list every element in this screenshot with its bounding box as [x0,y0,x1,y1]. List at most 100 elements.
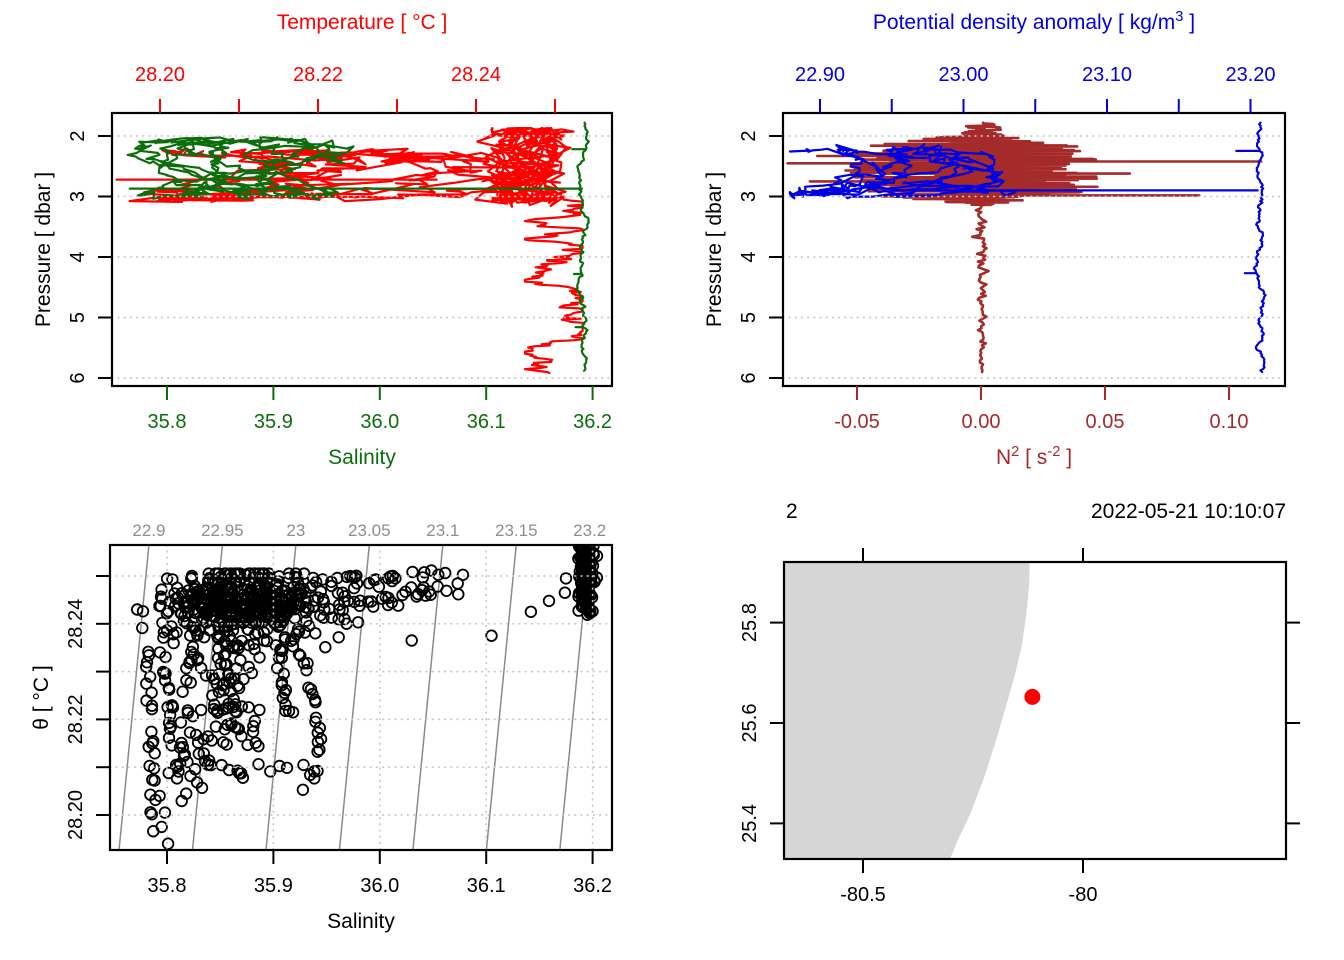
ts-point [405,634,418,647]
ts-point [586,605,599,618]
ts-point [311,726,325,739]
ts-point [205,734,218,747]
tick-label: 36.2 [573,411,612,433]
ts-point [190,776,204,789]
tick-label: 28.22 [293,64,343,86]
ts-point [341,594,355,608]
tick-label: 25.8 [739,603,761,642]
ts-point [167,628,180,641]
isopycnal-label: 23 [286,521,305,540]
ts-point [247,590,260,603]
ts-point [228,567,241,580]
ts-point [576,556,589,569]
ts-point [159,650,172,664]
ts-point [575,599,589,613]
ts-point [204,624,217,637]
ts-point [297,567,311,580]
isopycnal-labels: 22.9 22.95 23 23.05 23.1 23.15 23.2 [132,521,606,540]
ts-point [300,664,313,677]
ts-point [183,629,197,642]
ts-point [325,611,339,624]
ts-point [142,645,155,659]
ts-point [274,618,287,632]
ts-point [146,734,160,748]
ts-point [440,584,453,598]
ts-point [456,568,470,582]
axis-left-profile-temp-salinity: 2 3 4 5 6 Pressure [ dbar ] [32,130,112,384]
ts-point [273,759,286,773]
n2-trace-segment [970,201,990,374]
ts-point [338,612,351,626]
ts-point [180,617,193,630]
ts-point [154,590,168,603]
ts-point [176,685,189,698]
ts-point [524,605,538,619]
ts-point [282,588,296,601]
isopycnal-label: 23.05 [348,521,391,540]
timestamp-label: 2022-05-21 10:10:07 [1091,500,1286,523]
isopycnal-line [338,545,371,850]
ts-point [224,685,237,698]
tick-label: 25.4 [739,804,761,843]
ts-point [579,579,593,592]
ts-point [311,745,324,759]
ts-point [231,722,244,735]
tick-label: 4 [738,251,760,262]
ts-point [280,761,294,775]
axis-title: Temperature [ °C ] [277,11,448,34]
panel-ts-diagram: 22.9 22.95 23 23.05 23.1 23.15 23.2 35.8 35.9 36.… [30,521,614,933]
axis-bottom-profile-temp-salinity: 35.8 35.9 36.0 36.1 36.2 Salinity [148,386,612,469]
ts-point [306,579,319,592]
ts-point [174,607,188,620]
tick-label: 0.05 [1086,411,1125,433]
axis-bottom-profile-density-n2: -0.05 0.00 0.05 0.10 N2 [ s-2 ] [834,386,1248,469]
ts-point [216,596,229,609]
ts-point [298,626,312,639]
ts-point [331,586,345,600]
plot-area-ts-diagram [118,545,604,850]
axis-left-station-map: 25.4 25.6 25.8 [739,603,784,843]
density-trace-segment [788,143,1005,200]
ts-point [195,613,209,626]
ts-point [317,596,331,609]
axis-left-ts-diagram: 28.20 28.22 28.24 θ [ °C ] [30,575,110,840]
ts-point [223,676,236,689]
axis-title: Pressure [ dbar ] [32,172,55,327]
tick-label: 35.8 [148,411,187,433]
ts-point [160,572,174,585]
ts-point [192,606,206,619]
ts-point [162,683,176,696]
ts-point [176,740,190,754]
tick-label: 23.10 [1082,64,1132,86]
plot-frame [781,111,1287,388]
ts-point [234,654,247,667]
tick-label: 28.20 [135,64,185,86]
tick-label: -80.5 [840,884,886,906]
ts-point [252,577,266,590]
ts-point [369,573,383,586]
ts-point [220,738,233,751]
tick-label: 0.10 [1210,411,1249,433]
ts-point [197,733,210,746]
tick-label: 2 [67,130,89,141]
ts-point [130,603,144,616]
temperature-trace [115,127,584,375]
axis-top-profile-temp-salinity: 28.20 28.22 28.24 Temperature [ °C ] [135,11,556,113]
ts-point [231,642,245,656]
ts-point [299,606,313,619]
ts-point [314,585,328,598]
ts-point [253,703,266,717]
ts-point [149,793,162,807]
ts-point [184,676,197,689]
tick-label: 35.9 [254,875,293,897]
ts-point [294,649,307,663]
ts-point [367,600,380,613]
gridlines-ts-diagram [109,544,613,851]
ts-point [246,605,260,619]
ts-point [136,605,150,618]
ts-point [582,585,596,599]
tick-label: 2 [738,130,760,141]
isopycnal-label: 22.9 [132,521,165,540]
ts-point [396,588,409,602]
tick-label: 4 [67,251,89,262]
